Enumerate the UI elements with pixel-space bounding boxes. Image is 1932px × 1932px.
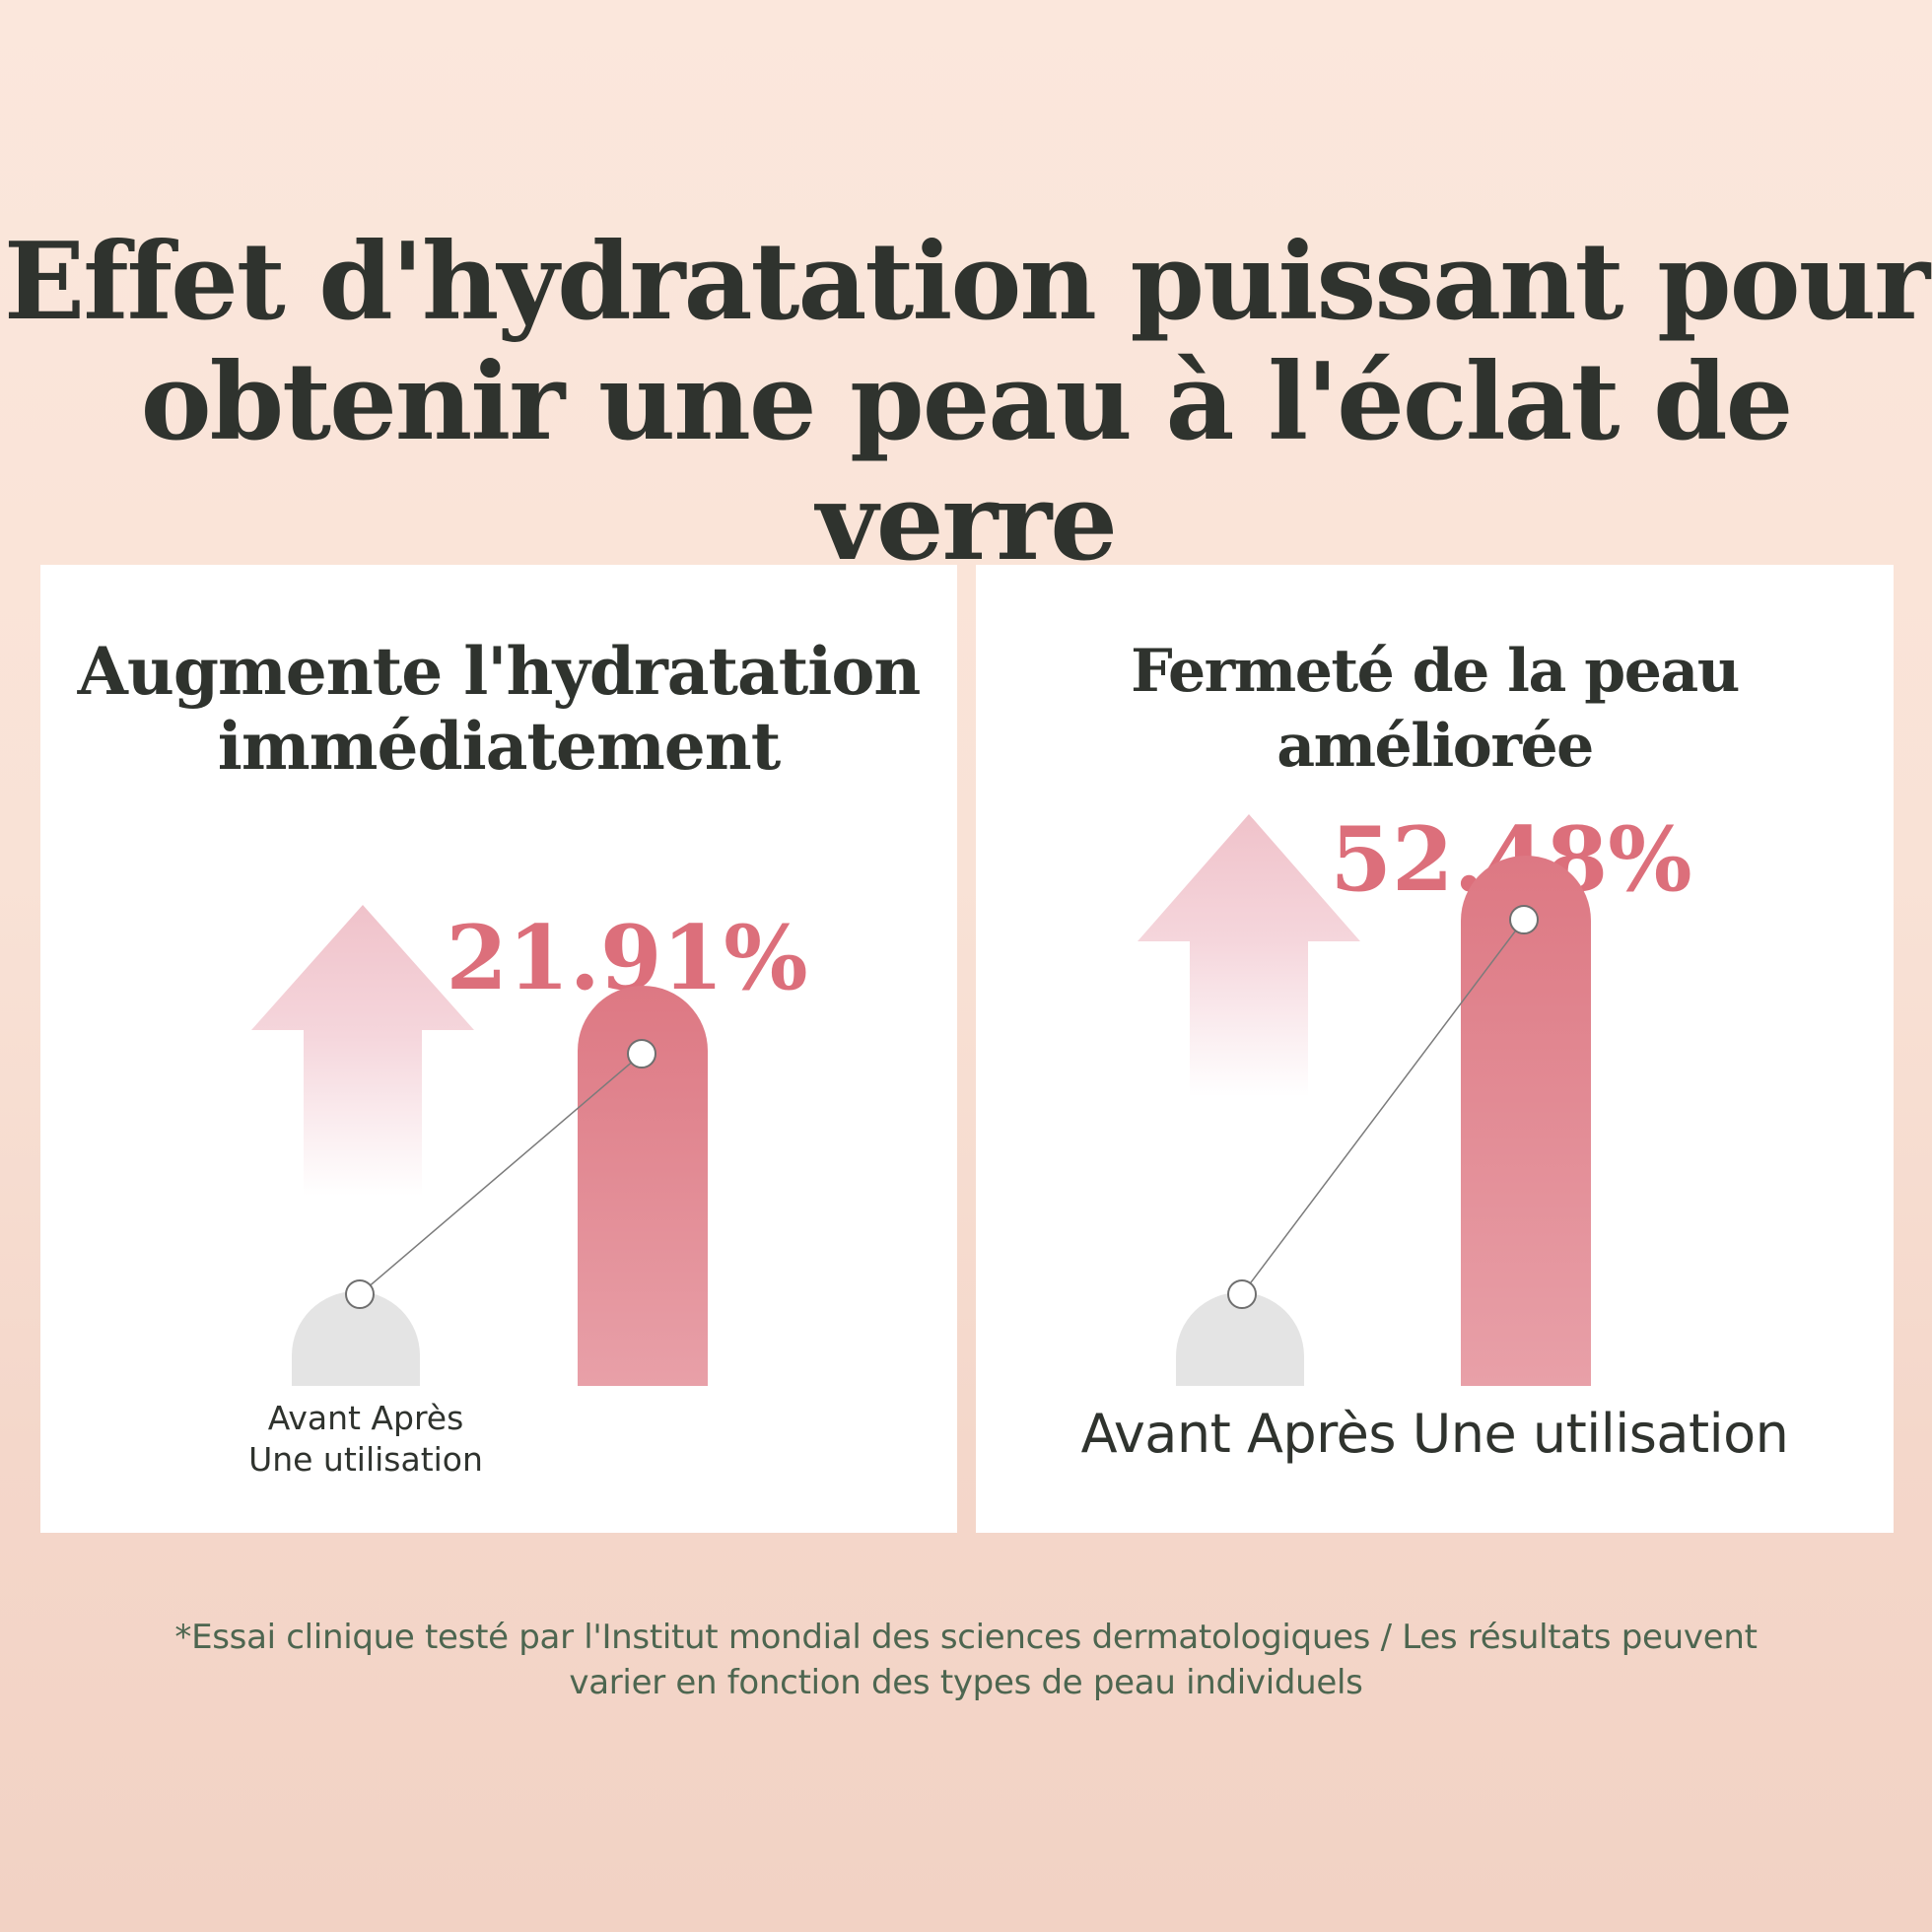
hydration-caption-line-1: Avant Après <box>267 1399 464 1437</box>
headline: Effet d'hydratation puissant pour obteni… <box>0 222 1932 583</box>
hydration-panel: Augmente l'hydratation immédiatement 21.… <box>40 565 957 1533</box>
hydration-caption: Avant Après Une utilisation <box>131 1398 600 1481</box>
hydration-title-line-1: Augmente l'hydratation <box>77 633 922 710</box>
headline-line-1: Effet d'hydratation puissant pour <box>3 220 1930 344</box>
point-after <box>1509 905 1539 934</box>
firmness-panel-title: Fermeté de la peau améliorée <box>976 634 1894 784</box>
firmness-panel: Fermeté de la peau améliorée 52.48% Avan… <box>976 565 1894 1533</box>
trend-line <box>1241 919 1525 1295</box>
trend-line <box>359 1053 643 1295</box>
hydration-chart: 21.91% <box>251 905 808 1386</box>
firmness-caption: Avant Après Une utilisation <box>1080 1403 1789 1465</box>
hydration-panel-title: Augmente l'hydratation immédiatement <box>40 634 957 784</box>
hydration-caption-line-2: Une utilisation <box>248 1440 483 1479</box>
bar-before <box>292 1291 420 1386</box>
point-before <box>345 1279 375 1309</box>
headline-line-2: obtenir une peau à l'éclat de verre <box>140 340 1794 585</box>
footnote: *Essai clinique testé par l'Institut mon… <box>0 1615 1932 1705</box>
bar-after <box>578 986 708 1386</box>
firmness-title-line: Fermeté de la peau améliorée <box>1131 637 1740 781</box>
point-before <box>1227 1279 1257 1309</box>
bar-after <box>1461 856 1591 1386</box>
footnote-line-2: varier en fonction des types de peau ind… <box>569 1663 1363 1702</box>
point-after <box>627 1039 656 1069</box>
increase-arrow-icon <box>1138 814 1360 1097</box>
increase-arrow-icon <box>251 905 474 1196</box>
bar-before <box>1176 1292 1304 1386</box>
hydration-title-line-2: immédiatement <box>217 708 782 785</box>
footnote-line-1: *Essai clinique testé par l'Institut mon… <box>174 1618 1758 1657</box>
firmness-chart: 52.48% <box>1138 807 1692 1386</box>
